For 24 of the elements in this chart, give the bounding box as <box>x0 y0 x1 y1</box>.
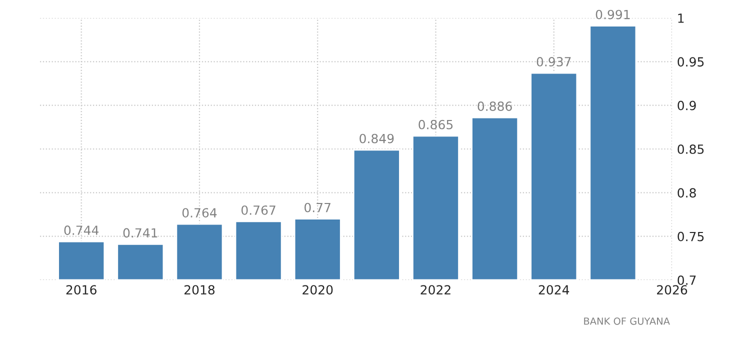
text: BANK OF GUYANA <box>584 317 670 325</box>
data-label: 0.937 <box>536 56 571 66</box>
data-label: 0.77 <box>304 202 330 212</box>
data-label: 0.744 <box>64 226 99 235</box>
data-label: 0.865 <box>418 120 453 130</box>
x-tick-label: 2020 <box>302 285 333 295</box>
data-label: 0.886 <box>478 102 512 111</box>
y-tick-label: 0.75 <box>678 232 704 242</box>
x-tick-label: 2022 <box>420 285 450 295</box>
data-label: 0.764 <box>182 208 217 218</box>
y-tick-label: 0.8 <box>678 188 696 198</box>
x-tick-label: 2026 <box>657 285 688 295</box>
data-label: 0.849 <box>360 134 394 144</box>
y-tick-label: 1 <box>678 14 684 23</box>
y-tick-label: 0.95 <box>678 57 704 67</box>
y-tick-label: 0.7 <box>678 275 696 285</box>
data-label: 0.741 <box>123 228 158 238</box>
y-tick-label: 0.9 <box>678 100 696 110</box>
data-label: 0.767 <box>241 205 276 215</box>
x-tick-label: 2016 <box>66 285 96 295</box>
data-label: 0.991 <box>596 10 630 20</box>
x-tick-label: 2018 <box>184 285 215 295</box>
x-tick-label: 2024 <box>538 285 570 295</box>
y-tick-label: 0.85 <box>678 144 704 154</box>
